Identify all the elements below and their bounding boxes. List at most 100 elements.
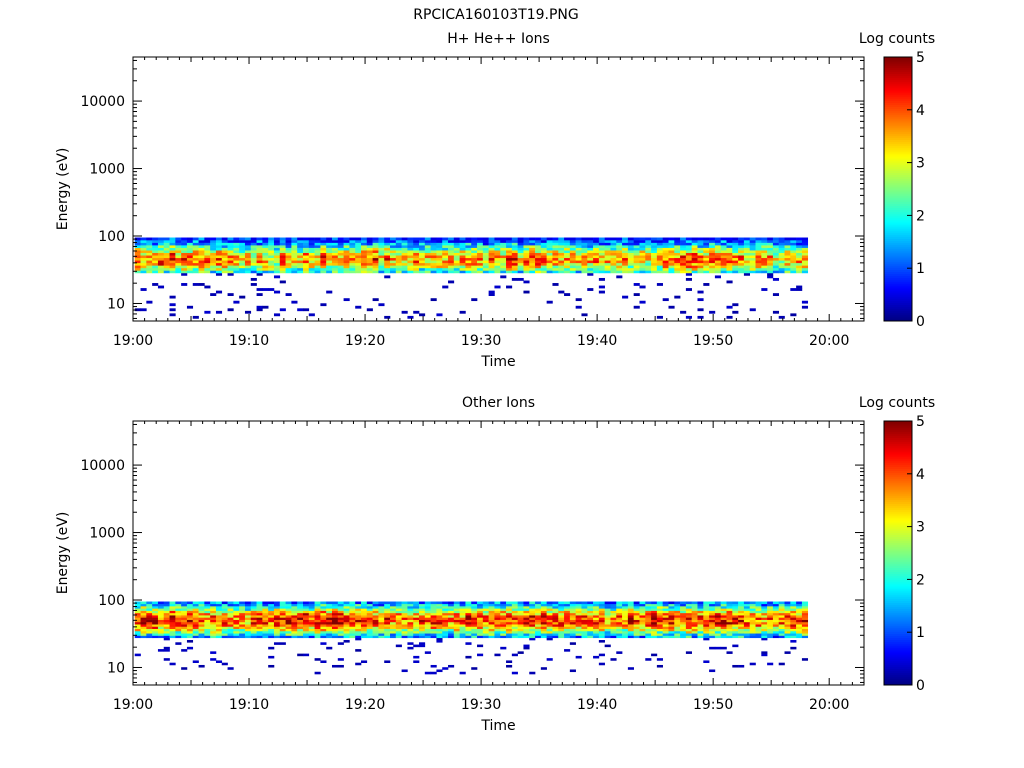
spectrogram-cell [535,265,542,269]
spectrogram-cell [430,626,437,630]
spectrogram-cell [361,612,368,616]
spectrogram-cell [714,630,721,634]
spectrogram-cell [726,608,733,611]
spectrogram-cell [221,257,228,261]
spectrogram-cell [622,247,629,251]
spectrogram-cell [656,615,663,618]
spectrogram-cell [320,610,327,614]
spectrogram-cell [506,247,513,251]
spectrogram-cell [761,247,768,251]
spectrogram-cell [639,612,646,616]
spectrogram-cell [546,658,553,661]
spectrogram-cell [181,247,188,251]
spectrogram-cell [767,615,774,618]
spectrogram-cell [651,257,658,261]
spectrogram-cell [320,245,327,248]
spectrogram-cell [279,250,286,253]
spectrogram-cell [227,308,234,312]
spectrogram-cell [233,603,240,607]
spectrogram-cell [372,628,379,632]
spectrogram-cell [784,267,791,271]
spectrogram-cell [633,615,640,618]
colorbar-swatch [884,236,912,239]
spectrogram-cell [784,633,791,636]
spectrogram-cell [308,270,315,274]
spectrogram-cell [442,240,449,243]
colorbar-swatch [884,425,912,428]
spectrogram-cell [210,257,217,261]
spectrogram-cell [668,635,675,639]
spectrogram-cell [244,310,252,314]
spectrogram-cell [633,267,640,271]
spectrogram-cell [140,633,147,636]
spectrogram-cell [796,270,803,274]
spectrogram-cell [204,257,211,261]
spectrogram-cell [587,260,594,264]
spectrogram-cell [633,257,640,261]
plot-frame [132,420,865,686]
spectrogram-cell [703,247,710,251]
spectrogram-cell [772,630,780,634]
spectrogram-cell [448,245,455,248]
spectrogram-cell [593,615,600,618]
spectrogram-cell [535,601,542,605]
spectrogram-cell [395,615,402,618]
spectrogram-cell [384,608,391,611]
spectrogram-cell [587,610,594,614]
spectrogram-cell [575,305,582,309]
spectrogram-cell [691,621,698,625]
spectrogram-cell [448,633,455,636]
spectrogram-cell [297,610,304,614]
spectrogram-cell [453,615,460,618]
spectrogram-cell [778,265,785,269]
spectrogram-cell [273,630,281,634]
spectrogram-cell [703,265,710,269]
spectrogram-cell [152,624,159,627]
spectrogram-cell [471,255,478,259]
spectrogram-cell [477,603,484,607]
spectrogram-cell [384,240,391,243]
spectrogram-cell [598,653,605,657]
spectrogram-cell [326,240,333,243]
spectrogram-cell [691,247,698,251]
spectrogram-cell [181,667,188,670]
spectrogram-cell [569,242,576,246]
colorbar-swatch [884,166,912,169]
spectrogram-cell [662,257,669,261]
spectrogram-cell [581,610,588,614]
spectrogram-cell [465,252,472,256]
spectrogram-cell [430,252,437,256]
spectrogram-cell [680,237,687,241]
spectrogram-cell [430,633,437,636]
spectrogram-cell [291,630,298,634]
spectrogram-cell [331,615,339,618]
spectrogram-cell [506,260,513,264]
colorbar-swatch [884,219,912,223]
spectrogram-cell [268,257,275,261]
spectrogram-cell [552,630,559,634]
spectrogram-cell [163,603,170,607]
spectrogram-cell [204,247,211,251]
colorbar-tick-label: 1 [916,625,925,641]
colorbar-swatch [884,123,912,126]
spectrogram-cell [163,270,170,274]
spectrogram-cell [134,626,141,630]
spectrogram-cell [622,257,629,261]
spectrogram-cell [703,608,710,611]
spectrogram-cell [134,624,141,627]
spectrogram-cell [593,630,600,634]
spectrogram-cell [662,635,669,639]
spectrogram-cell [604,247,611,251]
spectrogram-cell [709,260,716,264]
spectrogram-cell [186,260,194,264]
spectrogram-cell [221,626,228,630]
spectrogram-cell [529,615,536,618]
spectrogram-cell [233,633,240,636]
spectrogram-cell [709,612,716,616]
spectrogram-cell [564,628,571,632]
spectrogram-cell [157,601,165,605]
spectrogram-cell [784,610,791,614]
spectrogram-cell [361,610,368,614]
spectrogram-cell [279,626,286,630]
spectrogram-cell [662,262,669,266]
